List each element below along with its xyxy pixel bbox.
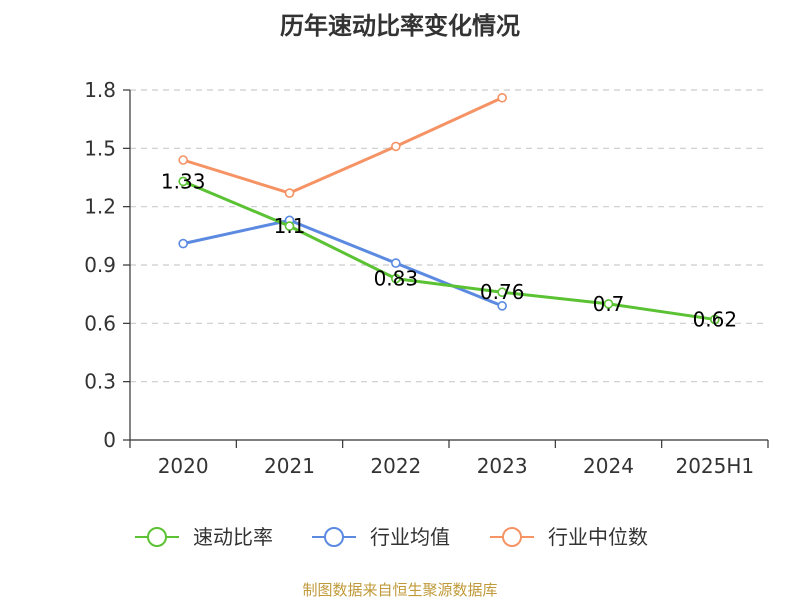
x-tick-label: 2020: [158, 454, 209, 478]
y-tick-label: 1.8: [84, 78, 116, 102]
x-tick-label: 2021: [264, 454, 315, 478]
data-point[interactable]: [603, 299, 614, 309]
legend-item[interactable]: 行业中位数: [490, 525, 648, 549]
data-label: 0.62: [693, 307, 738, 331]
legend-marker: [324, 527, 344, 547]
data-label: 0.7: [593, 292, 625, 316]
grid: [130, 89, 768, 383]
legend-label: 行业均值: [370, 525, 450, 549]
chart-title: 历年速动比率变化情况: [280, 12, 520, 40]
y-tick-label: 0: [103, 428, 116, 452]
data-point[interactable]: [284, 221, 295, 231]
data-point[interactable]: [391, 258, 401, 268]
x-tick-label: 2023: [477, 454, 528, 478]
data-point[interactable]: [391, 273, 401, 284]
legend-item[interactable]: 速动比率: [135, 525, 273, 549]
series-line: [182, 180, 716, 321]
data-label: 1.1: [274, 214, 306, 238]
legend-item[interactable]: 行业均值: [312, 525, 450, 549]
axes: 0 0.3 0.6 0.9 1.2 1.5 1.8 2020 2021 2022 2023 2024 2…: [84, 78, 769, 478]
data-point[interactable]: [710, 314, 720, 325]
data-point[interactable]: [178, 238, 188, 249]
source-note: 制图数据来自恒生聚源数据库: [302, 581, 497, 599]
y-tick-label: 0.6: [84, 311, 116, 335]
data-point[interactable]: [178, 176, 188, 187]
y-tick-label: 1.2: [84, 195, 116, 219]
legend-marker: [147, 527, 167, 547]
data-point[interactable]: [497, 287, 507, 298]
legend-marker: [502, 527, 522, 547]
legend[interactable]: 速动比率 行业均值 行业中位数: [135, 525, 648, 549]
legend-label: 行业中位数: [548, 525, 648, 549]
data-point[interactable]: [178, 155, 188, 165]
y-tick-label: 0.3: [84, 370, 116, 394]
data-point[interactable]: [284, 188, 295, 198]
data-point[interactable]: [497, 92, 507, 103]
y-tick-label: 0.9: [84, 253, 116, 277]
series-line: [182, 218, 503, 308]
x-tick-label: 2024: [583, 454, 634, 478]
data-point[interactable]: [497, 301, 507, 311]
series-line: [182, 96, 503, 195]
series-group: [178, 92, 720, 325]
data-labels: 1.33 1.1 0.83 0.76 0.7 0.62: [161, 169, 737, 331]
x-tick-label: 2025H1: [675, 454, 754, 478]
data-label: 1.33: [161, 169, 206, 193]
x-tick-label: 2022: [370, 454, 421, 478]
y-tick-label: 1.5: [84, 136, 116, 160]
data-point[interactable]: [391, 141, 401, 152]
data-label: 0.76: [480, 280, 525, 304]
legend-label: 速动比率: [193, 525, 273, 549]
data-label: 0.83: [374, 267, 419, 291]
